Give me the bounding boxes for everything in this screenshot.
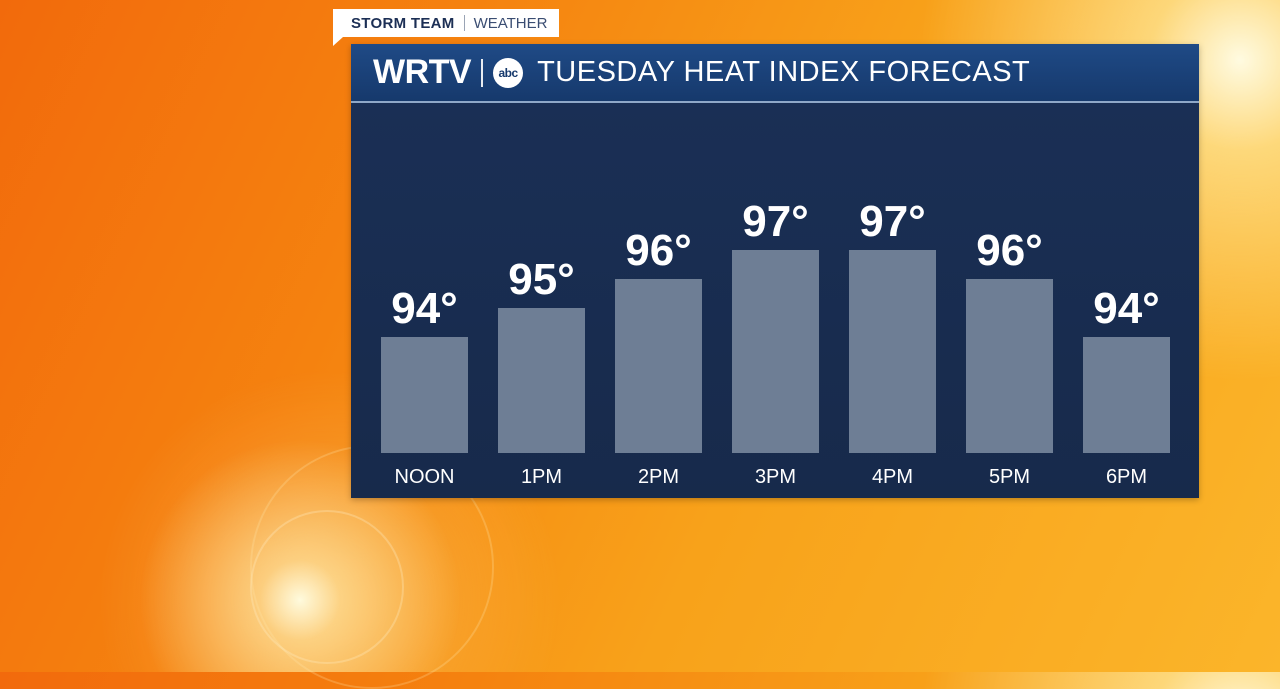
value-label-3pm: 97° xyxy=(742,197,809,246)
heat-index-bar-chart: 94° NOON 95° 1PM 96° 2PM 97° 3PM 97° 4PM 96° 5PM 94°… xyxy=(381,197,1170,488)
bar-3pm xyxy=(732,250,819,453)
category-label-noon: NOON xyxy=(395,466,455,488)
category-label-5pm: 5PM xyxy=(989,466,1030,488)
category-label-6pm: 6PM xyxy=(1106,466,1147,488)
station-logo: WRTV xyxy=(373,53,472,91)
bar-5pm xyxy=(966,279,1053,453)
header-divider xyxy=(481,58,484,87)
tag-notch xyxy=(333,37,343,46)
value-label-2pm: 96° xyxy=(625,226,692,275)
value-label-6pm: 94° xyxy=(1093,284,1160,333)
lens-flare-ring xyxy=(250,510,404,664)
category-label-1pm: 1PM xyxy=(521,466,562,488)
weather-label: WEATHER xyxy=(473,14,548,32)
bar-2pm xyxy=(615,279,702,453)
tag-divider xyxy=(463,15,465,31)
value-label-4pm: 97° xyxy=(859,197,926,246)
bar-1pm xyxy=(498,308,585,453)
category-label-2pm: 2PM xyxy=(638,466,679,488)
chart-area: 94° NOON 95° 1PM 96° 2PM 97° 3PM 97° 4PM 96° 5PM 94°… xyxy=(351,103,1199,498)
chart-title: TUESDAY HEAT INDEX FORECAST xyxy=(537,56,1031,88)
value-label-1pm: 95° xyxy=(508,255,575,304)
bar-4pm xyxy=(849,250,936,453)
bar-noon xyxy=(381,337,468,453)
abc-logo-icon: abc xyxy=(493,57,524,88)
storm-team-tag: STORM TEAM WEATHER xyxy=(333,9,560,37)
bar-6pm xyxy=(1083,337,1170,453)
value-label-5pm: 96° xyxy=(976,226,1043,275)
value-label-noon: 94° xyxy=(391,284,458,333)
forecast-panel: WRTV abc TUESDAY HEAT INDEX FORECAST 94°… xyxy=(351,44,1199,498)
category-label-3pm: 3PM xyxy=(755,466,796,488)
panel-header: WRTV abc TUESDAY HEAT INDEX FORECAST xyxy=(351,44,1199,103)
storm-team-label: STORM TEAM xyxy=(351,14,455,32)
category-label-4pm: 4PM xyxy=(872,466,913,488)
